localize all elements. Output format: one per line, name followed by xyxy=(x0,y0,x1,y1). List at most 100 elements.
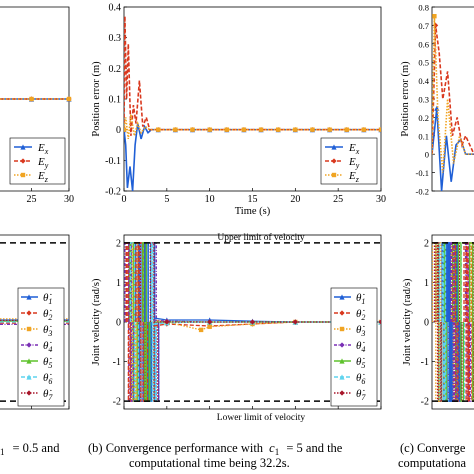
legend-marker xyxy=(331,144,337,150)
x-tick-label: 25 xyxy=(333,194,343,205)
legend-entry: θ̇3 xyxy=(356,324,365,338)
y-axis-label: Joint velocity (rad/s) xyxy=(91,278,102,365)
legend-marker xyxy=(26,374,32,380)
legend-marker xyxy=(20,144,26,150)
switching-trace xyxy=(469,242,474,402)
x-axis-label: Time (s) xyxy=(235,206,271,217)
y-tick-label: -1 xyxy=(113,357,121,368)
y-tick-label: 0.7 xyxy=(418,21,429,31)
data-point xyxy=(293,127,298,132)
legend-box xyxy=(9,137,66,185)
data-point xyxy=(361,127,367,132)
legend-marker xyxy=(339,294,345,300)
data-point xyxy=(292,319,298,325)
y-tick-label: 1 xyxy=(116,278,121,289)
legend-marker xyxy=(331,158,337,164)
caption-c-line2: computationa xyxy=(398,456,467,470)
y-tick-label: -2 xyxy=(113,397,121,408)
data-point xyxy=(378,319,381,325)
data-point xyxy=(433,22,439,28)
y-tick-label: 0 xyxy=(116,125,121,136)
data-point xyxy=(241,127,247,132)
legend-entry: θ̇7 xyxy=(43,388,53,402)
y-tick-label: 0.4 xyxy=(109,3,122,14)
legend-entry: θ̇1 xyxy=(43,292,52,306)
legend-marker xyxy=(339,310,345,316)
legend-marker xyxy=(26,310,32,316)
panel-c-bottom: -2 -1 0 1 2 Joint velocity (rad/s) xyxy=(402,234,474,410)
y-tick-label: 0 xyxy=(116,318,121,329)
x-tick-label: 30 xyxy=(376,194,386,205)
y-axis-label: Position error (m) xyxy=(91,61,102,137)
y-tick-label: 0.5 xyxy=(418,58,429,68)
legend-marker xyxy=(339,358,345,364)
series-group xyxy=(124,16,381,191)
switching-trace xyxy=(153,242,160,402)
data-point xyxy=(432,14,437,19)
panel-a-bottom: θ̇1 θ̇2 θ̇3 θ̇4 θ̇5 θ̇6 θ̇7 xyxy=(0,234,70,410)
legend-marker xyxy=(26,342,32,348)
switching-trace xyxy=(435,242,442,402)
y-tick-label: 0 xyxy=(424,318,429,329)
legend-entry: θ̇6 xyxy=(356,372,365,386)
x-tick-label: 0 xyxy=(122,194,127,205)
legend-entry: θ̇3 xyxy=(43,324,52,338)
data-point xyxy=(310,127,315,132)
data-point xyxy=(156,127,161,132)
data-point xyxy=(173,127,178,132)
legend-marker xyxy=(20,158,26,164)
legend-marker xyxy=(20,172,26,178)
caption-a-tail: = 0.5 and xyxy=(12,441,60,455)
switching-trace xyxy=(142,242,151,402)
y-tick-label: 0.1 xyxy=(418,131,429,141)
switching-trace xyxy=(452,242,459,402)
caption-c-line1: (c) Converge xyxy=(400,441,466,455)
x-tick-label: 25 xyxy=(27,194,37,205)
x-tick-label: 10 xyxy=(205,194,215,205)
series-line-E_z xyxy=(432,16,474,173)
legend-entry: θ̇2 xyxy=(356,308,365,322)
x-tick-label: 30 xyxy=(64,194,74,205)
x-tick-label: 20 xyxy=(290,194,300,205)
y-tick-label: -0.1 xyxy=(105,156,121,167)
y-axis-label: Joint velocity (rad/s) xyxy=(402,278,413,365)
y-tick-label: 0.3 xyxy=(109,33,122,44)
y-tick-label: 0.4 xyxy=(418,76,429,86)
switching-trace xyxy=(147,242,157,402)
y-tick-label: 2 xyxy=(116,238,121,249)
switching-trace xyxy=(150,242,157,402)
upper-limit-label: Upper limit of velocity xyxy=(217,232,305,243)
legend-entry: θ̇1 xyxy=(356,292,365,306)
switching-trace xyxy=(128,242,135,402)
y-tick-label: -0.1 xyxy=(416,168,429,178)
legend-entry: θ̇7 xyxy=(356,388,366,402)
data-point xyxy=(276,127,281,132)
switching-trace xyxy=(450,242,457,402)
data-point xyxy=(207,319,213,325)
legend-entry: θ̇2 xyxy=(43,308,52,322)
y-tick-label: 0.2 xyxy=(418,113,429,123)
y-tick-label: 1 xyxy=(424,278,429,289)
switching-trace xyxy=(129,242,140,402)
caption-b-eq: = 5 and the xyxy=(286,441,343,455)
switching-trace xyxy=(466,242,472,402)
panel-b-top: 0 5 10 15 20 25 30 -0.2 -0.1 0 0.1 0.2 0.3 0.4 Time (s… xyxy=(91,3,386,218)
data-point xyxy=(29,96,34,102)
y-tick-label: 0 xyxy=(425,150,429,160)
legend-box xyxy=(320,137,378,185)
y-tick-label: 0.1 xyxy=(109,95,122,106)
y-tick-label: 2 xyxy=(424,238,429,249)
legend-marker xyxy=(339,342,345,348)
legend-entry: Ez xyxy=(348,170,360,184)
panel-a-top: 202530ExEyEz xyxy=(0,6,74,205)
data-point xyxy=(207,127,212,132)
data-point xyxy=(66,96,72,102)
legend-marker xyxy=(331,172,337,178)
legend-entry: θ̇4 xyxy=(356,340,365,354)
legend-entry: Ey xyxy=(348,156,360,170)
data-point xyxy=(164,319,170,325)
switching-trace xyxy=(135,242,142,402)
legend-entry: θ̇5 xyxy=(43,356,52,370)
legend-entry: Ex xyxy=(348,142,360,156)
